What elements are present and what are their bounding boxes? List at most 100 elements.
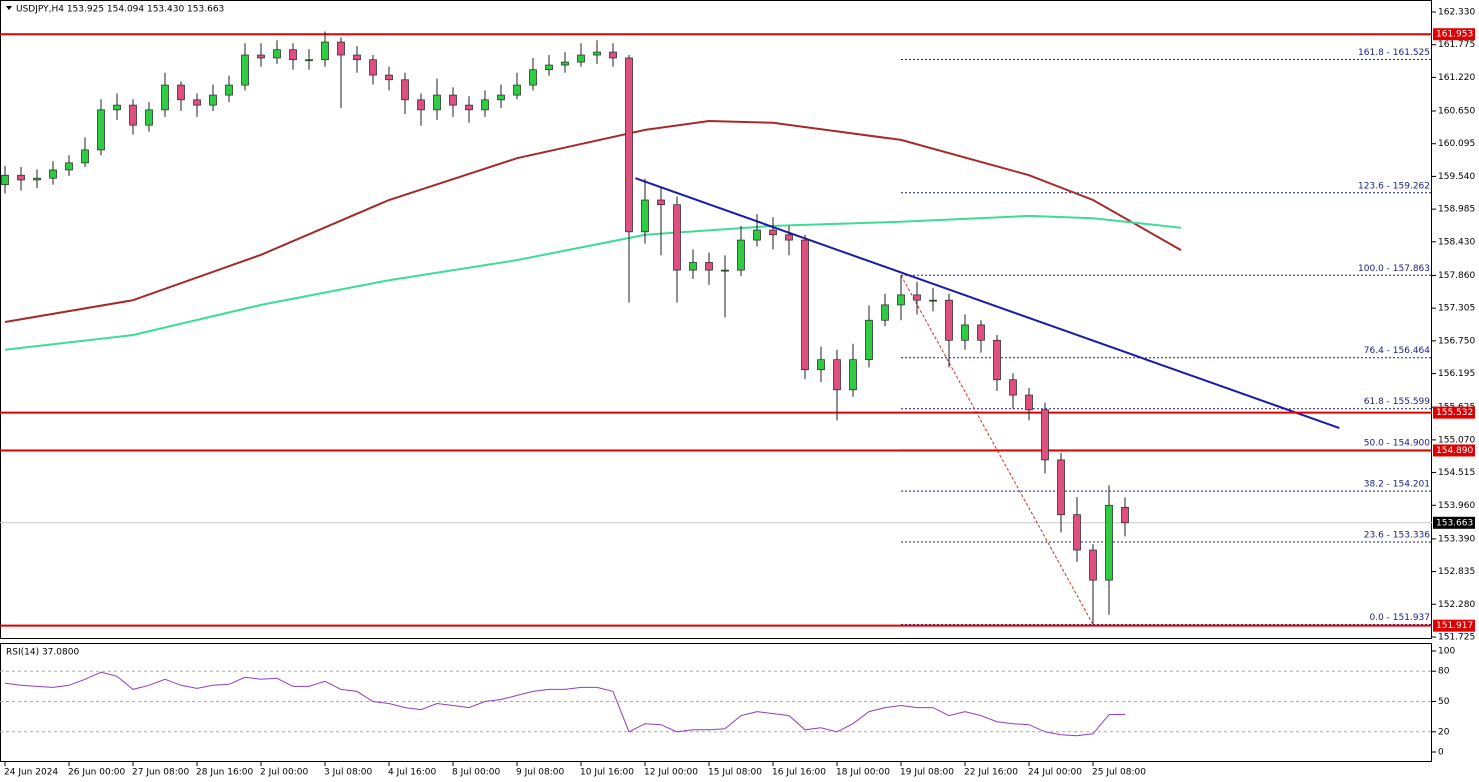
- x-tick-label: 19 Jul 08:00: [900, 768, 954, 778]
- rsi-y-tick-label: 20: [1438, 727, 1450, 737]
- candle-body: [401, 79, 409, 101]
- candle-body: [433, 94, 441, 111]
- rsi-panel-border: [0, 643, 1432, 762]
- candle-body: [673, 204, 681, 271]
- y-tick-label: 158.985: [1438, 205, 1475, 215]
- candle-body: [897, 294, 905, 306]
- candle-body: [753, 229, 761, 241]
- candle-body: [977, 324, 985, 341]
- candle-body: [721, 269, 729, 272]
- x-tick-label: 26 Jun 00:00: [68, 768, 125, 778]
- x-tick-label: 18 Jul 00:00: [836, 768, 890, 778]
- rsi-y-tick-label: 100: [1438, 647, 1455, 657]
- candle-body: [849, 359, 857, 391]
- fib-label: 123.6 - 159.262: [1358, 181, 1430, 191]
- candle-body: [481, 99, 489, 111]
- candle-body: [273, 49, 281, 59]
- candle-body: [593, 51, 601, 56]
- x-tick-label: 15 Jul 08:00: [708, 768, 762, 778]
- moving-average: [4, 119, 1182, 323]
- candle-body: [65, 162, 73, 171]
- candle-body: [33, 177, 41, 181]
- fib-label: 50.0 - 154.900: [1364, 438, 1430, 448]
- menu-icon: [6, 6, 12, 10]
- candle-body: [689, 262, 697, 271]
- price-box: [1433, 444, 1475, 457]
- candle-body: [1025, 394, 1033, 411]
- candle-body: [337, 41, 345, 56]
- candle-body: [209, 94, 217, 106]
- candle-body: [1009, 379, 1017, 396]
- y-tick-label: 161.775: [1438, 40, 1475, 50]
- candle-body: [945, 299, 953, 341]
- x-tick-label: 2 Jul 00:00: [260, 768, 309, 778]
- candle-body: [241, 54, 249, 86]
- y-tick-label: 161.220: [1438, 73, 1475, 83]
- candle-body: [17, 174, 25, 181]
- y-tick-label: 162.330: [1438, 8, 1475, 18]
- candle-body: [289, 49, 297, 61]
- candle-body: [257, 54, 265, 59]
- candle-body: [1121, 506, 1129, 524]
- rsi-y-tick-label: 0: [1438, 748, 1444, 758]
- candle-body: [1057, 459, 1065, 516]
- price-box-label: 154.890: [1436, 446, 1473, 456]
- candle-body: [1089, 549, 1097, 581]
- candle-body: [385, 74, 393, 81]
- chart-title: USDJPY,H4 153.925 154.094 153.430 153.66…: [16, 5, 224, 15]
- candle-body: [641, 199, 649, 233]
- candle-body: [1041, 409, 1049, 461]
- candle-body: [881, 304, 889, 321]
- candle-body: [785, 234, 793, 241]
- rsi-y-tick-label: 50: [1438, 697, 1450, 707]
- y-tick-label: 155.070: [1438, 435, 1475, 445]
- price-box-label: 153.663: [1436, 518, 1473, 528]
- x-tick-label: 16 Jul 16:00: [772, 768, 826, 778]
- y-tick-label: 158.430: [1438, 237, 1475, 247]
- x-tick-label: 22 Jul 16:00: [964, 768, 1018, 778]
- price-box-label: 155.532: [1436, 408, 1473, 418]
- candle-body: [305, 59, 313, 62]
- candle-body: [577, 54, 585, 63]
- candle-body: [177, 84, 185, 101]
- candle-body: [609, 51, 617, 59]
- candle-body: [961, 324, 969, 341]
- rsi-y-tick-label: 80: [1438, 667, 1450, 677]
- fib-label: 61.8 - 155.599: [1364, 397, 1430, 407]
- candle-body: [737, 239, 745, 271]
- fib-label: 100.0 - 157.863: [1358, 264, 1430, 274]
- candle-body: [913, 294, 921, 301]
- candle-body: [561, 61, 569, 66]
- candle-body: [417, 99, 425, 111]
- candle-body: [1105, 504, 1113, 581]
- candle-body: [145, 109, 153, 126]
- candle-body: [129, 104, 137, 126]
- x-tick-label: 24 Jun 2024: [4, 768, 58, 778]
- candle-body: [993, 339, 1001, 381]
- x-tick-label: 12 Jul 00:00: [644, 768, 698, 778]
- y-tick-label: 152.835: [1438, 567, 1475, 577]
- fib-label: 38.2 - 154.201: [1364, 480, 1430, 490]
- price-box-label: 161.953: [1436, 30, 1473, 40]
- candle-body: [817, 359, 825, 371]
- x-tick-label: 24 Jul 00:00: [1028, 768, 1082, 778]
- price-box: [1433, 28, 1475, 41]
- candle-body: [81, 149, 89, 164]
- y-tick-label: 157.305: [1438, 304, 1475, 314]
- candle-body: [161, 84, 169, 111]
- x-tick-label: 8 Jul 00:00: [452, 768, 501, 778]
- candle-body: [465, 104, 473, 111]
- candle-body: [193, 99, 201, 106]
- candle-body: [513, 84, 521, 96]
- fib-label: 161.8 - 161.525: [1358, 48, 1430, 58]
- candle-body: [705, 262, 713, 271]
- x-tick-label: 27 Jun 08:00: [132, 768, 189, 778]
- candle-body: [1073, 514, 1081, 551]
- candle-body: [545, 64, 553, 71]
- candle-body: [449, 94, 457, 106]
- rsi-label: RSI(14) 37.0800: [6, 648, 79, 658]
- y-tick-label: 156.195: [1438, 369, 1475, 379]
- candle-body: [769, 229, 777, 236]
